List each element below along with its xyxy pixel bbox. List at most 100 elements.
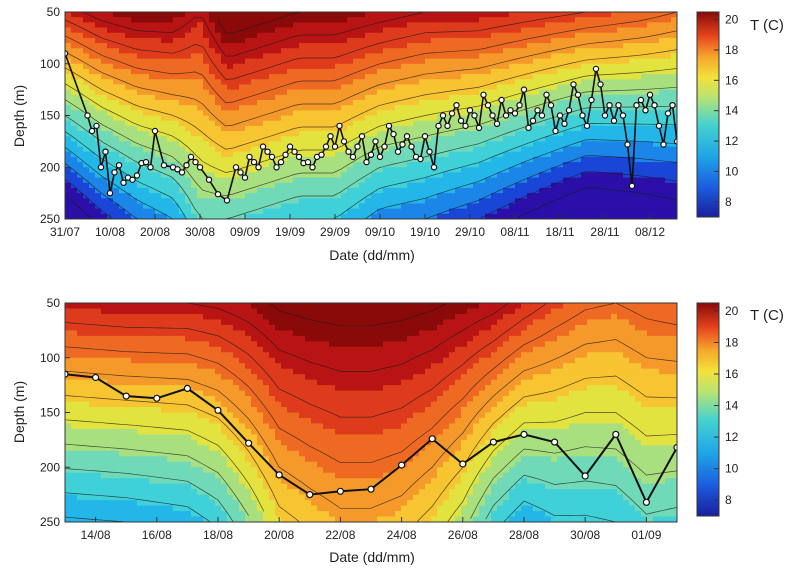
y-tick-label: 100 bbox=[40, 351, 60, 365]
thermocline-point bbox=[368, 152, 373, 157]
thermocline-point bbox=[476, 125, 481, 130]
temperature-field bbox=[65, 12, 678, 220]
y-tick-label: 50 bbox=[47, 5, 61, 19]
thermocline-point bbox=[98, 165, 103, 170]
thermocline-point bbox=[368, 486, 374, 492]
thermocline-point bbox=[521, 87, 526, 92]
thermocline-point bbox=[643, 499, 649, 505]
thermocline-point bbox=[296, 154, 301, 159]
thermocline-point bbox=[544, 92, 549, 97]
thermocline-point bbox=[382, 144, 387, 149]
thermocline-point bbox=[638, 97, 643, 102]
x-tick-label: 26/08 bbox=[448, 528, 478, 542]
colorbar-tick-label: 18 bbox=[725, 335, 739, 349]
thermocline-point bbox=[400, 142, 405, 147]
thermocline-point bbox=[395, 149, 400, 154]
thermocline-point bbox=[557, 113, 562, 118]
thermocline-point bbox=[278, 160, 283, 165]
x-tick-label: 10/08 bbox=[95, 225, 125, 239]
thermocline-point bbox=[616, 103, 621, 108]
colorbar-tick-label: 16 bbox=[725, 367, 739, 381]
thermocline-point bbox=[276, 472, 282, 478]
thermocline-point bbox=[431, 165, 436, 170]
y-tick-label: 150 bbox=[40, 109, 60, 123]
x-tick-label: 28/08 bbox=[509, 528, 539, 542]
thermocline-point bbox=[458, 118, 463, 123]
thermocline-point bbox=[307, 492, 313, 498]
thermocline-point bbox=[429, 436, 435, 442]
x-tick-label: 30/08 bbox=[185, 225, 215, 239]
thermocline-point bbox=[494, 121, 499, 126]
thermocline-point bbox=[553, 128, 558, 133]
x-tick-label: 16/08 bbox=[142, 528, 172, 542]
x-tick-label: 31/07 bbox=[50, 225, 80, 239]
y-tick-label: 100 bbox=[40, 57, 60, 71]
y-tick-label: 250 bbox=[40, 515, 60, 529]
thermocline-point bbox=[85, 113, 90, 118]
x-tick-label: 29/09 bbox=[320, 225, 350, 239]
thermocline-point bbox=[634, 103, 639, 108]
thermocline-point bbox=[602, 113, 607, 118]
top-contour-plot bbox=[62, 7, 679, 223]
thermocline-point bbox=[418, 156, 423, 161]
thermocline-point bbox=[130, 177, 135, 182]
y-tick-label: 200 bbox=[40, 460, 60, 474]
thermocline-point bbox=[607, 103, 612, 108]
thermocline-point bbox=[580, 113, 585, 118]
top-colorbar bbox=[697, 12, 719, 217]
x-tick-label: 18/08 bbox=[203, 528, 233, 542]
thermocline-point bbox=[287, 144, 292, 149]
thermocline-point bbox=[377, 154, 382, 159]
thermocline-point bbox=[467, 108, 472, 113]
thermocline-point bbox=[184, 163, 189, 168]
thermocline-point bbox=[665, 111, 670, 116]
thermocline-point bbox=[332, 144, 337, 149]
thermocline-point bbox=[154, 395, 160, 401]
colorbar-tick-label: 20 bbox=[725, 304, 739, 318]
x-tick-label: 24/08 bbox=[387, 528, 417, 542]
thermocline-point bbox=[310, 165, 315, 170]
thermocline-point bbox=[265, 149, 270, 154]
thermocline-point bbox=[188, 154, 193, 159]
thermocline-point bbox=[238, 170, 243, 175]
thermocline-point bbox=[152, 128, 157, 133]
thermocline-point bbox=[242, 175, 247, 180]
y-tick-label: 50 bbox=[47, 296, 61, 310]
bottom-y-axis-label: Depth (m) bbox=[11, 381, 27, 443]
thermocline-point bbox=[359, 134, 364, 139]
x-tick-label: 18/11 bbox=[545, 225, 574, 239]
thermocline-point bbox=[566, 108, 571, 113]
top-x-axis-label: Date (dd/mm) bbox=[329, 247, 415, 263]
thermocline-point bbox=[247, 154, 252, 159]
thermocline-point bbox=[652, 103, 657, 108]
colorbar-tick-label: 10 bbox=[725, 164, 739, 178]
thermocline-point bbox=[427, 149, 432, 154]
thermocline-point bbox=[422, 134, 427, 139]
thermocline-point bbox=[103, 149, 108, 154]
x-tick-label: 29/10 bbox=[455, 225, 485, 239]
thermocline-point bbox=[512, 111, 517, 116]
thermocline-point bbox=[670, 103, 675, 108]
thermocline-point bbox=[490, 439, 496, 445]
thermocline-point bbox=[399, 462, 405, 468]
x-tick-label: 20/08 bbox=[264, 528, 294, 542]
x-tick-label: 01/09 bbox=[631, 528, 661, 542]
thermocline-point bbox=[598, 82, 603, 87]
x-tick-label: 08/12 bbox=[635, 225, 665, 239]
thermocline-point bbox=[463, 123, 468, 128]
thermocline-point bbox=[391, 132, 396, 137]
x-tick-label: 19/09 bbox=[275, 225, 305, 239]
thermocline-point bbox=[472, 113, 477, 118]
thermocline-point bbox=[656, 123, 661, 128]
thermocline-point bbox=[454, 103, 459, 108]
thermocline-point bbox=[460, 461, 466, 467]
thermocline-point bbox=[206, 177, 211, 182]
thermocline-point bbox=[323, 144, 328, 149]
thermocline-point bbox=[404, 134, 409, 139]
thermocline-point bbox=[184, 385, 190, 391]
thermocline-point bbox=[582, 473, 588, 479]
thermocline-point bbox=[530, 118, 535, 123]
